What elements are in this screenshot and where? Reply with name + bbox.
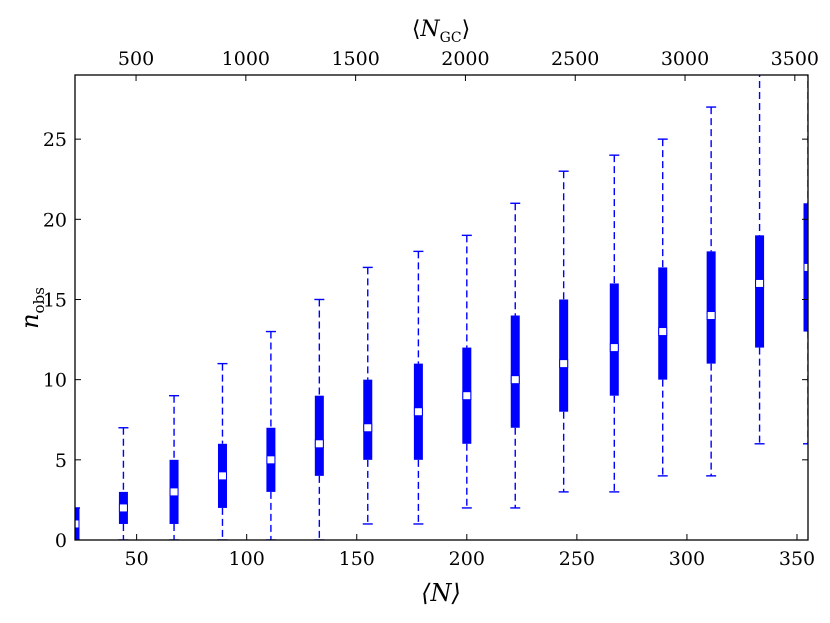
x-tick-label: 50 bbox=[125, 548, 149, 570]
y-tick-label: 15 bbox=[43, 289, 67, 311]
box-median-marker bbox=[266, 455, 276, 465]
box-median-marker bbox=[510, 375, 520, 385]
box-body bbox=[706, 251, 716, 364]
y-tick-label: 20 bbox=[43, 209, 67, 231]
box-median-marker bbox=[706, 311, 716, 321]
top-x-tick-label: 500 bbox=[118, 48, 154, 70]
x-tick-label: 350 bbox=[779, 548, 815, 570]
box-body bbox=[314, 395, 324, 476]
box-median-marker bbox=[363, 423, 373, 433]
plot-frame bbox=[74, 74, 809, 541]
box-body bbox=[658, 267, 668, 380]
y-axis-label: nobs bbox=[16, 287, 48, 329]
top-x-tick-label: 2000 bbox=[441, 48, 489, 70]
box-median-marker bbox=[755, 278, 765, 288]
box-median-marker bbox=[462, 391, 472, 401]
box-median-marker bbox=[217, 471, 227, 481]
box-median-marker bbox=[658, 327, 668, 337]
box-body bbox=[510, 315, 520, 428]
x-tick-label: 300 bbox=[669, 548, 705, 570]
box-median-marker bbox=[413, 407, 423, 417]
y-tick-label: 0 bbox=[55, 530, 67, 552]
box-body bbox=[609, 283, 619, 396]
box-median-marker bbox=[118, 503, 128, 513]
top-x-tick-label: 3000 bbox=[661, 48, 709, 70]
x-tick-label: 200 bbox=[449, 548, 485, 570]
top-x-tick-label: 1000 bbox=[222, 48, 270, 70]
top-x-tick-label: 1500 bbox=[331, 48, 379, 70]
box-median-marker bbox=[803, 262, 808, 272]
top-x-tick-label: 3500 bbox=[771, 48, 819, 70]
x-tick-label: 250 bbox=[559, 548, 595, 570]
box-body bbox=[755, 235, 765, 348]
boxes-layer bbox=[75, 75, 808, 540]
box-median-marker bbox=[314, 439, 324, 449]
top-x-tick-label: 2500 bbox=[551, 48, 599, 70]
y-tick-label: 10 bbox=[43, 370, 67, 392]
x-tick-label: 100 bbox=[229, 548, 265, 570]
x-axis-label: ⟨N⟩ bbox=[421, 579, 461, 607]
box-median-marker bbox=[75, 519, 80, 529]
box-median-marker bbox=[169, 487, 179, 497]
top-x-axis-label: ⟨NGC⟩ bbox=[412, 17, 470, 46]
box-median-marker bbox=[609, 343, 619, 353]
y-tick-label: 5 bbox=[55, 450, 67, 472]
box-body bbox=[559, 299, 569, 412]
box-median-marker bbox=[559, 359, 569, 369]
box-body bbox=[363, 379, 373, 460]
x-tick-label: 150 bbox=[339, 548, 375, 570]
y-tick-label: 25 bbox=[43, 129, 67, 151]
